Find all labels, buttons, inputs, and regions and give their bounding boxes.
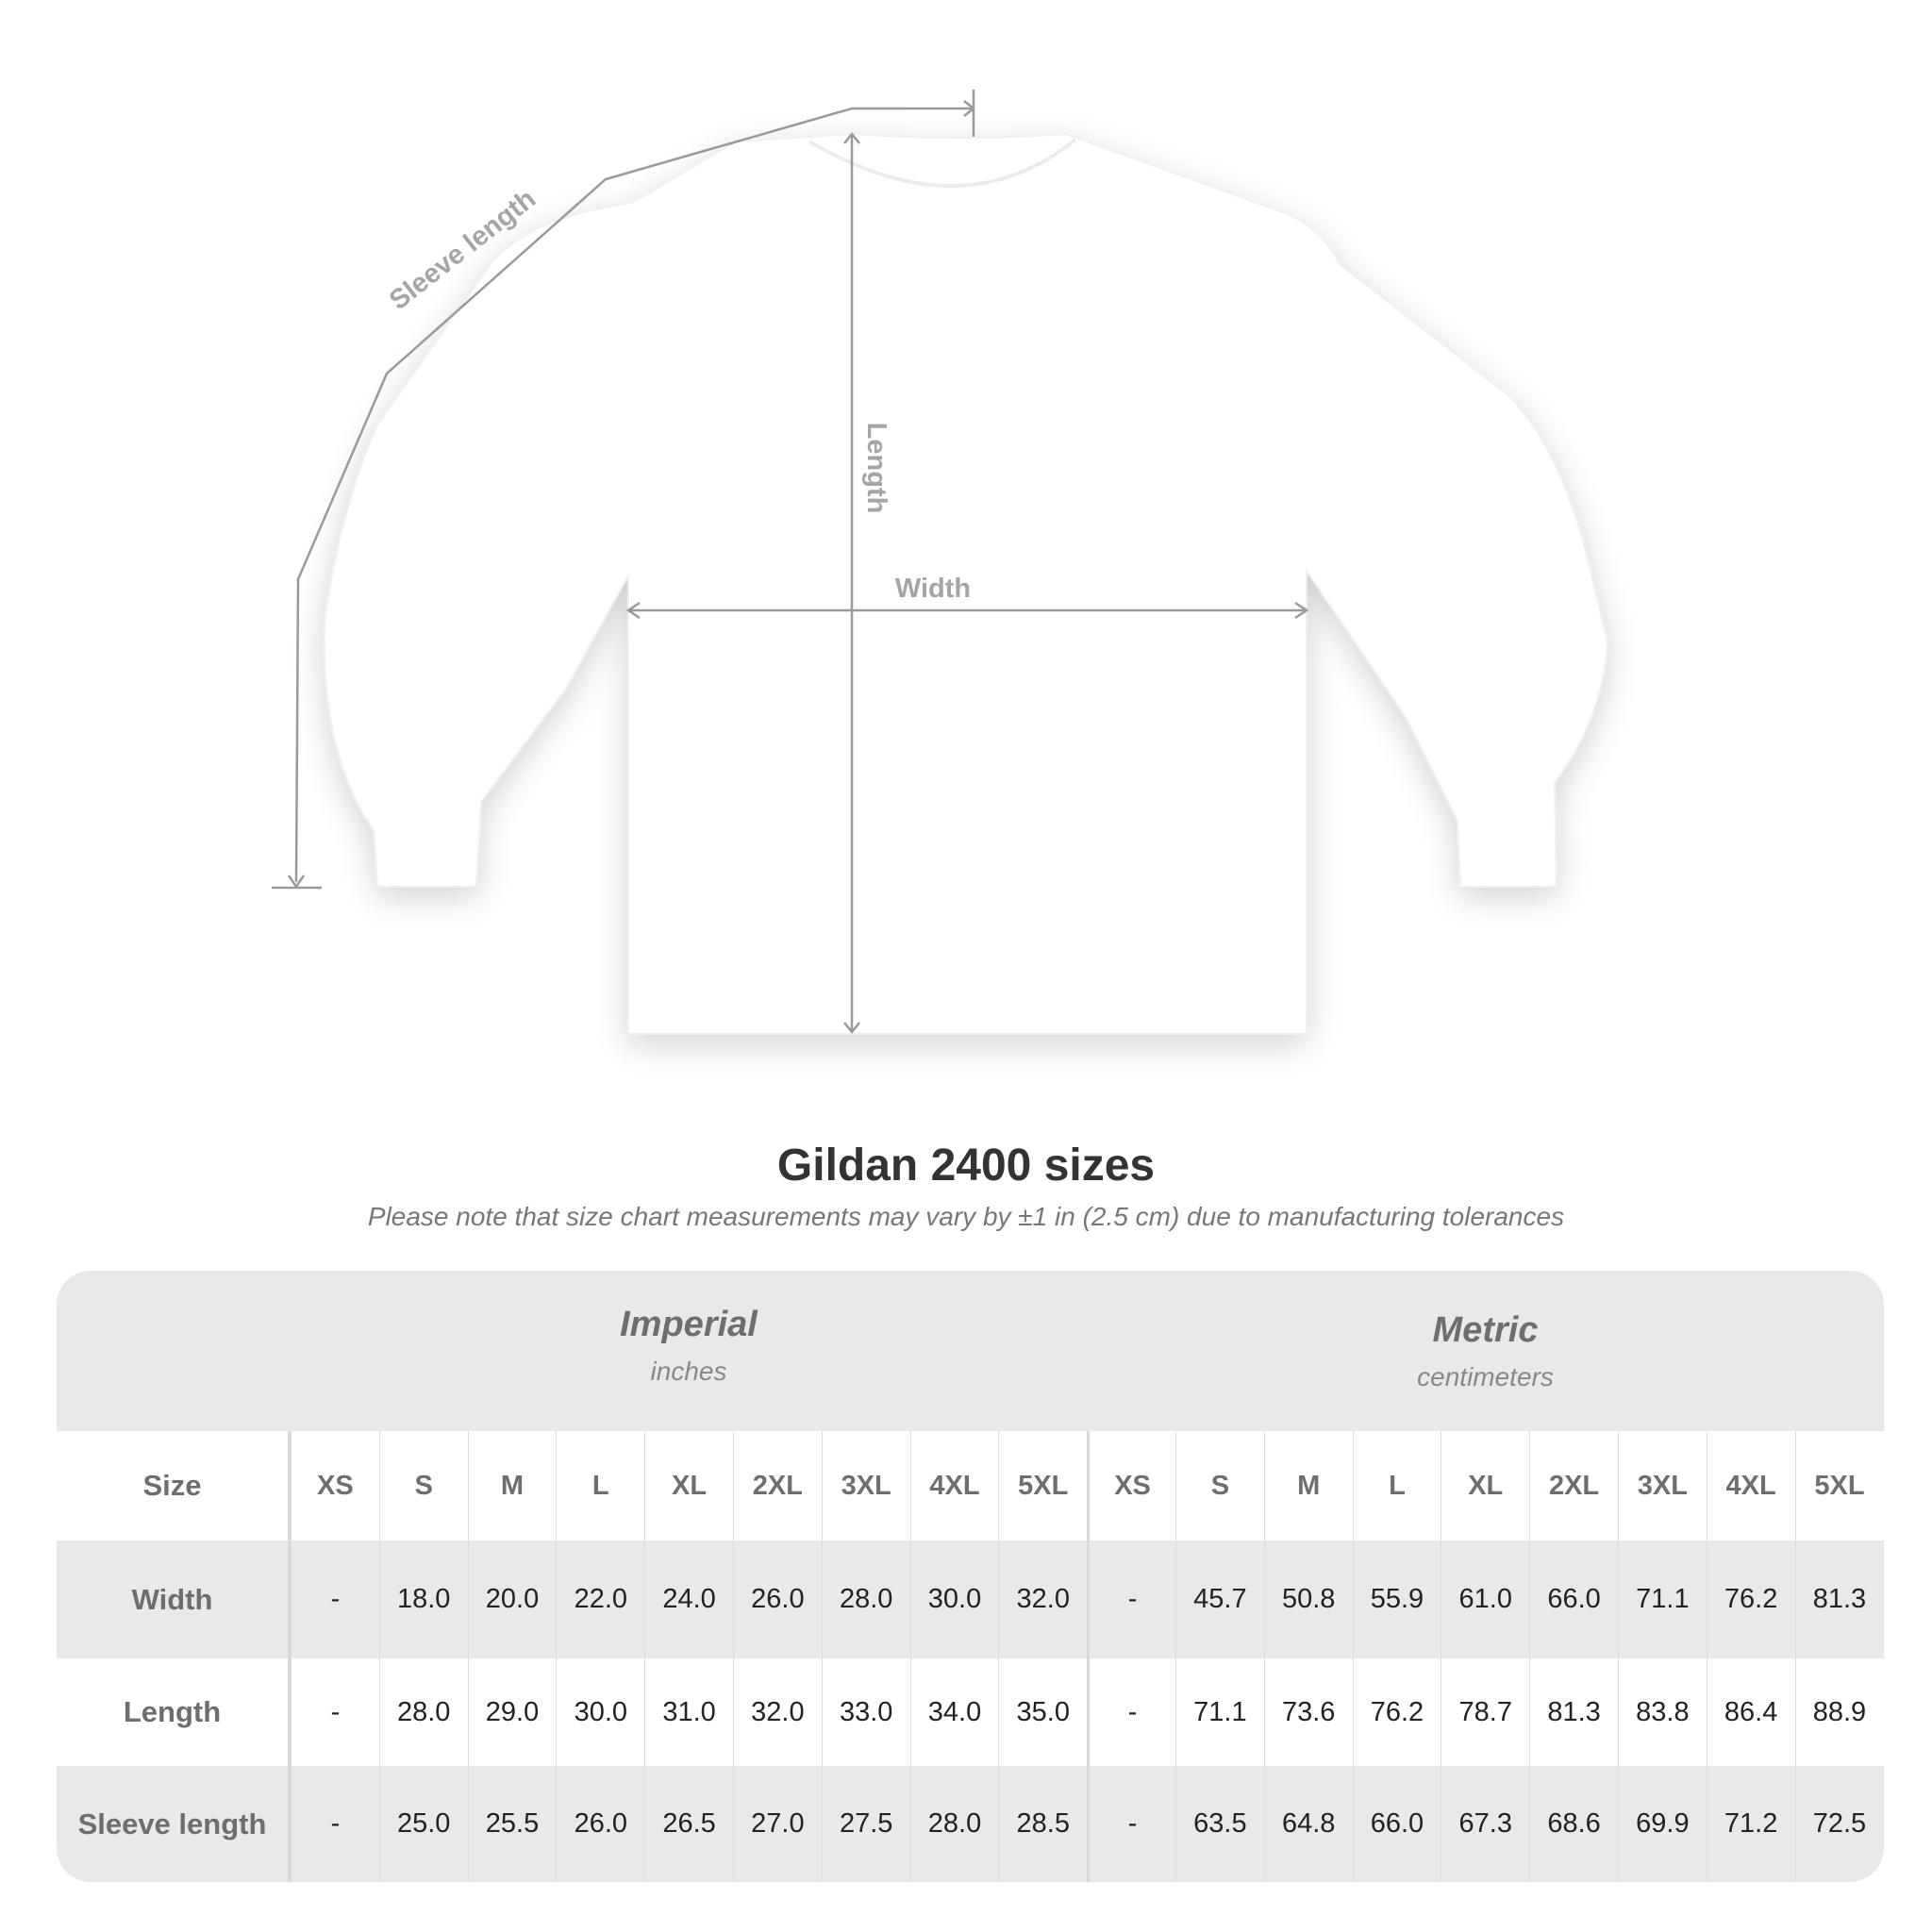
table-cell: 27.0 [732, 1766, 822, 1882]
size-header-cell: 5XL [1794, 1431, 1884, 1541]
table-cell: 18.0 [378, 1541, 468, 1658]
table-cell: 26.0 [732, 1541, 822, 1658]
table-cell: 63.5 [1174, 1766, 1264, 1882]
size-header-cell: L [556, 1431, 644, 1541]
table-cell: 83.8 [1617, 1658, 1707, 1766]
table-cell: 67.3 [1441, 1766, 1529, 1882]
size-header-cell: S [378, 1431, 468, 1541]
table-cell: 76.2 [1706, 1541, 1795, 1658]
table-cell: 33.0 [821, 1658, 910, 1766]
row-label: Size [57, 1431, 291, 1541]
width-label: Width [895, 574, 971, 604]
table-row: Length -28.0 29.0 30.0 31.0 32.0 33.0 34.0 35.0-… [57, 1658, 1884, 1766]
table-cell: 76.2 [1352, 1658, 1441, 1766]
size-header-cell: XS [1087, 1431, 1175, 1541]
table-cell: 26.0 [556, 1766, 644, 1882]
table-cell: 22.0 [556, 1541, 644, 1658]
table-cell: 61.0 [1441, 1541, 1529, 1658]
table-cell: 28.5 [998, 1766, 1087, 1882]
size-header-cell: XL [1441, 1431, 1529, 1541]
table-cell: 72.5 [1794, 1766, 1884, 1882]
table-cell: 30.0 [909, 1541, 999, 1658]
table-cell: 88.9 [1794, 1658, 1884, 1766]
row-label: Length [57, 1658, 291, 1766]
table-cell: 55.9 [1352, 1541, 1441, 1658]
table-cell: 25.0 [378, 1766, 468, 1882]
table-row: Sleeve length -25.0 25.5 26.0 26.5 27.0 27.5 28… [57, 1766, 1884, 1882]
table-cell: 28.0 [378, 1658, 468, 1766]
table-cell: 73.6 [1263, 1658, 1353, 1766]
shirt-diagram: Sleeve length Length Width [272, 90, 1609, 1035]
table-cell: 64.8 [1263, 1766, 1353, 1882]
length-label: Length [861, 423, 891, 514]
shirt-shape [323, 132, 1609, 1035]
size-header-cell: 4XL [909, 1431, 999, 1541]
size-header-cell: S [1174, 1431, 1264, 1541]
size-header-cell: 3XL [1617, 1431, 1707, 1541]
size-header-cell: 4XL [1706, 1431, 1795, 1541]
table-cell: 66.0 [1352, 1766, 1441, 1882]
imperial-header: Imperial inches [291, 1271, 1087, 1431]
row-label: Sleeve length [57, 1766, 291, 1882]
table-cell: 32.0 [732, 1658, 822, 1766]
size-header-cell: M [467, 1431, 557, 1541]
imperial-title: Imperial [620, 1305, 758, 1344]
table-cell: 81.3 [1794, 1541, 1884, 1658]
table-cell: 71.1 [1617, 1541, 1707, 1658]
table-cell: 28.0 [909, 1766, 999, 1882]
table-row: Width -18.0 20.0 22.0 24.0 26.0 28.0 30.0 32.0-4… [57, 1541, 1884, 1658]
size-header-cell: M [1263, 1431, 1353, 1541]
table-cell: 29.0 [467, 1658, 557, 1766]
page-title: Gildan 2400 sizes [776, 1141, 1156, 1191]
row-label: Width [57, 1541, 291, 1658]
measure-lines [272, 90, 1309, 1035]
size-header-row: Size XS S M L XL 2XL 3XL 4XL 5XL XS S M L XL 2XL 3XL 4XL 5… [57, 1431, 1884, 1541]
table-cell: 71.2 [1706, 1766, 1795, 1882]
size-header-cell: 3XL [821, 1431, 910, 1541]
tolerance-note: Please note that size chart measurements… [367, 1202, 1565, 1231]
table-cell: 25.5 [467, 1766, 557, 1882]
table-cell: 27.5 [821, 1766, 910, 1882]
table-cell: 45.7 [1174, 1541, 1264, 1658]
table-cell: - [1087, 1766, 1175, 1882]
table-cell: 32.0 [998, 1541, 1087, 1658]
imperial-unit: inches [650, 1357, 727, 1386]
size-header-cell: 5XL [998, 1431, 1087, 1541]
size-header-cell: 2XL [732, 1431, 822, 1541]
metric-unit: centimeters [1417, 1362, 1554, 1391]
unit-header [57, 1271, 1884, 1431]
size-chart-table: Imperial inches Metric centimeters Size X… [57, 1271, 1884, 1882]
table-cell: 69.9 [1617, 1766, 1707, 1882]
size-header-cell: L [1352, 1431, 1441, 1541]
table-cell: - [1087, 1541, 1175, 1658]
size-header-cell: XL [644, 1431, 733, 1541]
table-cell: - [291, 1658, 379, 1766]
size-header-cell: 2XL [1529, 1431, 1618, 1541]
table-cell: 50.8 [1263, 1541, 1353, 1658]
table-cell: 66.0 [1529, 1541, 1618, 1658]
sleeve-length-line [294, 107, 974, 883]
table-cell: 68.6 [1529, 1766, 1618, 1882]
table-cell: - [291, 1766, 379, 1882]
table-cell: 78.7 [1441, 1658, 1529, 1766]
table-cell: 34.0 [909, 1658, 999, 1766]
table-cell: 31.0 [644, 1658, 733, 1766]
table-cell: 30.0 [556, 1658, 644, 1766]
size-header-cell: XS [291, 1431, 379, 1541]
table-cell: - [1087, 1658, 1175, 1766]
table-cell: 24.0 [644, 1541, 733, 1658]
metric-header: Metric centimeters [1087, 1271, 1884, 1431]
table-cell: - [291, 1541, 379, 1658]
metric-title: Metric [1432, 1310, 1539, 1350]
table-cell: 71.1 [1174, 1658, 1264, 1766]
table-cell: 81.3 [1529, 1658, 1618, 1766]
table-cell: 26.5 [644, 1766, 733, 1882]
table-cell: 28.0 [821, 1541, 910, 1658]
table-cell: 20.0 [467, 1541, 557, 1658]
table-cell: 86.4 [1706, 1658, 1795, 1766]
table-cell: 35.0 [998, 1658, 1087, 1766]
